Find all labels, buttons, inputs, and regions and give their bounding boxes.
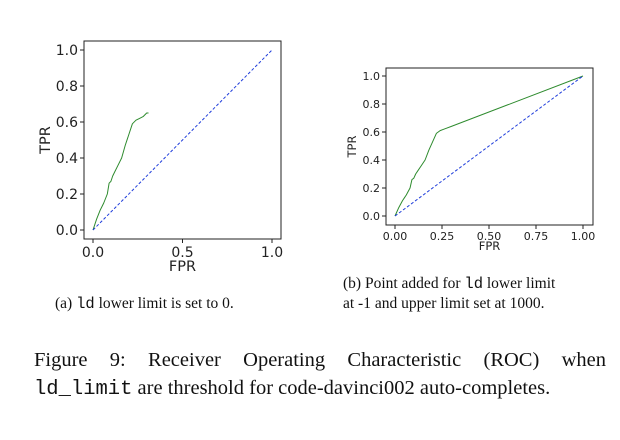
chart-a-ytick-label: 0.6 bbox=[56, 115, 78, 131]
subcaption-b-rest: lower limit bbox=[483, 275, 556, 292]
chart-a-ytick-label: 1.0 bbox=[56, 43, 78, 59]
chart-b-xtick-label: 0.00 bbox=[383, 230, 408, 243]
chart-b-ytick-label: 0.8 bbox=[363, 98, 381, 111]
figure-caption: Figure 9: Receiver Operating Characteris… bbox=[34, 346, 606, 404]
chart-b-xtick-label: 0.50 bbox=[477, 230, 502, 243]
chart-b-ytick-label: 0.0 bbox=[363, 210, 381, 223]
chart-a-series-chance-diagonal bbox=[92, 49, 273, 231]
chart-a-ytick-label: 0.0 bbox=[56, 223, 78, 239]
chart-a-ytick-label: 0.2 bbox=[56, 187, 78, 203]
chart-b-xtick-label: 0.25 bbox=[430, 230, 455, 243]
subcaption-b-prefix: (b) Point added for bbox=[343, 275, 465, 292]
chart-a-xtick-label: 1.0 bbox=[261, 245, 283, 261]
chart-a-ylabel: TPR bbox=[38, 126, 54, 155]
subcaption-b-line2: at -1 and upper limit set at 1000. bbox=[343, 295, 545, 312]
chart-a-xtick-label: 0.5 bbox=[171, 245, 193, 261]
chart-a-xlabel: FPR bbox=[169, 259, 196, 275]
chart-b-ytick-label: 1.0 bbox=[363, 70, 381, 83]
figure-caption-line2: ld_limit are threshold for code-davinci0… bbox=[34, 374, 606, 404]
subcaption-b-line1: (b) Point added for ld lower limit bbox=[343, 274, 555, 294]
chart-a-xtick-label: 0.0 bbox=[82, 245, 104, 261]
chart-b: 0.00 0.25 0.50 0.75 1.00 0.0 0.2 0.4 0.6 0.8 1.0 FP… bbox=[345, 67, 596, 253]
figure-caption-rest: are threshold for code-davinci002 auto-c… bbox=[132, 377, 551, 399]
chart-b-series-roc-curve bbox=[394, 75, 584, 217]
chart-a-series-roc-curve bbox=[92, 112, 149, 231]
chart-b-frame bbox=[385, 67, 594, 226]
subcaption-a: (a) ld lower limit is set to 0. bbox=[55, 294, 234, 314]
chart-b-xtick-label: 1.00 bbox=[571, 230, 596, 243]
subcaption-b: (b) Point added for ld lower limit at -1… bbox=[343, 274, 555, 314]
chart-b-ylabel: TPR bbox=[345, 136, 359, 159]
subcaption-a-rest: lower limit is set to 0. bbox=[94, 295, 234, 312]
chart-a-ytick-label: 0.8 bbox=[56, 79, 78, 95]
chart-a-ytick-label: 0.4 bbox=[56, 151, 78, 167]
figure-caption-line1: Figure 9: Receiver Operating Characteris… bbox=[34, 349, 606, 371]
subcaption-b-code: ld bbox=[464, 275, 483, 293]
chart-b-ytick-label: 0.6 bbox=[363, 126, 381, 139]
chart-b-ytick-label: 0.2 bbox=[363, 182, 381, 195]
chart-b-series-chance-diagonal bbox=[394, 75, 584, 217]
figure-caption-code: ld_limit bbox=[34, 378, 133, 401]
chart-a: 0.0 0.5 1.0 0.0 0.2 0.4 0.6 0.8 1.0 FPR TPR bbox=[38, 40, 283, 275]
chart-b-xlabel: FPR bbox=[479, 239, 501, 253]
subcaption-a-code: ld bbox=[76, 295, 95, 313]
subcaption-a-prefix: (a) bbox=[55, 295, 77, 312]
chart-b-xtick-label: 0.75 bbox=[524, 230, 549, 243]
chart-b-ytick-label: 0.4 bbox=[363, 154, 381, 167]
